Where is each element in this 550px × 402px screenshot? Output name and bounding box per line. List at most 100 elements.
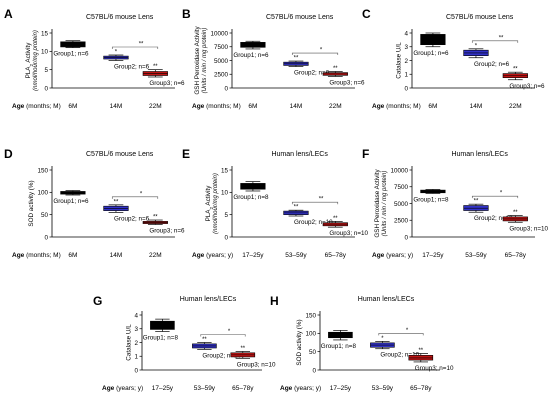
box-group-2: ** Group2; n=6 — [103, 199, 150, 222]
panel-title: Human lens/LECs — [451, 151, 508, 158]
significance-bracket — [471, 195, 519, 199]
panel-title: Human lens/LECs — [271, 151, 328, 158]
panel-letter: D — [4, 147, 13, 161]
panel-letter: F — [362, 147, 369, 161]
bracket-label: ** — [139, 42, 144, 48]
box-group-1: Group1; n=8 — [321, 330, 356, 350]
x-tick-label: 65–78y — [505, 252, 527, 259]
panel-f: F Human lens/LECs 0 2500 5000 7500 10000 GSH Pe… — [362, 147, 549, 259]
significance-star: ** — [294, 56, 299, 62]
x-tick-label: 65–78y — [325, 252, 347, 259]
box-group-3: ** Group3; n=10 — [322, 216, 369, 237]
significance-star: ** — [513, 67, 518, 73]
panel-title: C57BL/6 mouse Lens — [86, 151, 154, 158]
y-tick-label: 1 — [404, 72, 408, 79]
box-group-1: Group1; n=6 — [53, 190, 89, 205]
y-tick-label: 100 — [37, 190, 48, 197]
bracket-label: * — [320, 48, 323, 54]
y-axis-label: Catalase U/L — [395, 42, 402, 79]
box-group-2: ** Group2; n=6 — [283, 56, 330, 77]
group-label: Group1; n=6 — [413, 50, 449, 57]
y-axis-label: GSH Peroxidase Activity — [194, 26, 201, 95]
y-tick-label: 3 — [134, 326, 138, 333]
y-tick-label: 2500 — [214, 72, 229, 79]
panel-title: C57BL/6 mouse Lens — [446, 14, 514, 21]
group-label: Group2; n=6 — [294, 70, 330, 77]
y-axis-label: PLA2 Activity — [25, 42, 34, 79]
box-group-1: Group1; n=6 — [53, 40, 89, 58]
x-tick-label: 65–78y — [410, 385, 432, 392]
y-tick-label: 2 — [134, 340, 138, 347]
x-tick-label: 6M — [428, 103, 437, 110]
y-tick-label: 150 — [37, 167, 48, 174]
y-tick-label: 100 — [305, 331, 316, 338]
x-tick-label: 53–59y — [285, 252, 307, 259]
y-tick-label: 150 — [305, 312, 316, 319]
x-tick-label: 6M — [248, 103, 257, 110]
significance-star: * — [475, 43, 478, 49]
significance-bracket — [200, 334, 246, 337]
y-tick-label: 5000 — [394, 201, 409, 208]
significance-star: * — [381, 336, 384, 342]
x-tick-label: 17–25y — [242, 252, 264, 259]
box-group-2: * Group2; n=6 — [463, 43, 510, 68]
x-tick-label: 22M — [509, 103, 522, 110]
panel-letter: A — [4, 7, 13, 21]
y-tick-label: 50 — [309, 349, 317, 356]
group-label: Group2; n=10 — [202, 352, 241, 359]
group-label: Group1; n=8 — [413, 196, 449, 203]
y-tick-label: 7500 — [214, 44, 229, 51]
x-axis-title: Age (years; y) — [192, 252, 233, 259]
group-label: Group2; n=10 — [380, 352, 419, 359]
y-tick-label: 0 — [224, 234, 228, 241]
y-axis-label: GSH Peroxidase Activity — [374, 169, 381, 238]
x-axis-title: Age (months; M) — [12, 103, 61, 110]
y-tick-label: 5 — [224, 212, 228, 219]
x-axis-title: Age (months; M) — [12, 252, 61, 259]
significance-star: ** — [333, 216, 338, 222]
y-axis-label: SOD activity (%) — [296, 319, 303, 365]
group-label: Group1; n=8 — [143, 335, 179, 342]
box-group-2: * Group2; n=6 — [103, 50, 150, 71]
x-tick-label: 17–25y — [422, 252, 444, 259]
group-label: Group3; n=10 — [329, 230, 368, 237]
y-tick-label: 1 — [134, 354, 138, 361]
box-group-3: ** Group3; n=6 — [502, 67, 545, 90]
panel-b: B C57BL/6 mouse Lens 0 2500 5000 7500 10000 GSH… — [182, 7, 365, 110]
box-group-1: Group1; n=8 — [143, 318, 179, 342]
x-tick-label: 6M — [68, 103, 77, 110]
y-tick-label: 2 — [404, 58, 408, 65]
group-label: Group2; n=10 — [294, 219, 333, 226]
y-tick-label: 0 — [224, 85, 228, 92]
group-label: Group3; n=10 — [237, 361, 276, 368]
bracket-label: * — [500, 191, 503, 197]
box-rect — [60, 41, 86, 48]
group-label: Group3; n=10 — [415, 365, 454, 372]
group-label: Group1; n=8 — [233, 194, 269, 201]
significance-bracket — [378, 333, 424, 336]
x-tick-label: 22M — [329, 103, 342, 110]
box-group-3: ** Group3; n=10 — [408, 348, 454, 372]
x-tick-label: 14M — [110, 103, 123, 110]
panel-a: A C57BL/6 mouse Lens 0 5 10 15 PLA2 Activity (n… — [4, 7, 185, 110]
y-tick-label: 10000 — [390, 167, 408, 174]
panel-letter: H — [270, 294, 279, 308]
group-label: Group1; n=6 — [53, 198, 89, 205]
y-tick-label: 5 — [44, 67, 48, 74]
significance-star: ** — [418, 348, 423, 354]
significance-bracket — [111, 196, 159, 199]
x-tick-label: 53–59y — [372, 385, 394, 392]
group-label: Group3; n=10 — [509, 225, 548, 232]
x-tick-label: 65–78y — [232, 385, 254, 392]
y-tick-label: 5000 — [214, 58, 229, 65]
box-group-3: ** Group3; n=10 — [502, 210, 549, 232]
y-tick-label: 10 — [221, 190, 229, 197]
box-group-1: Group1; n=6 — [233, 40, 269, 59]
y-tick-label: 15 — [221, 167, 229, 174]
panel-title: C57BL/6 mouse Lens — [266, 14, 334, 21]
x-tick-label: 22M — [149, 103, 162, 110]
box-rect — [420, 34, 446, 45]
significance-star: * — [115, 50, 118, 56]
